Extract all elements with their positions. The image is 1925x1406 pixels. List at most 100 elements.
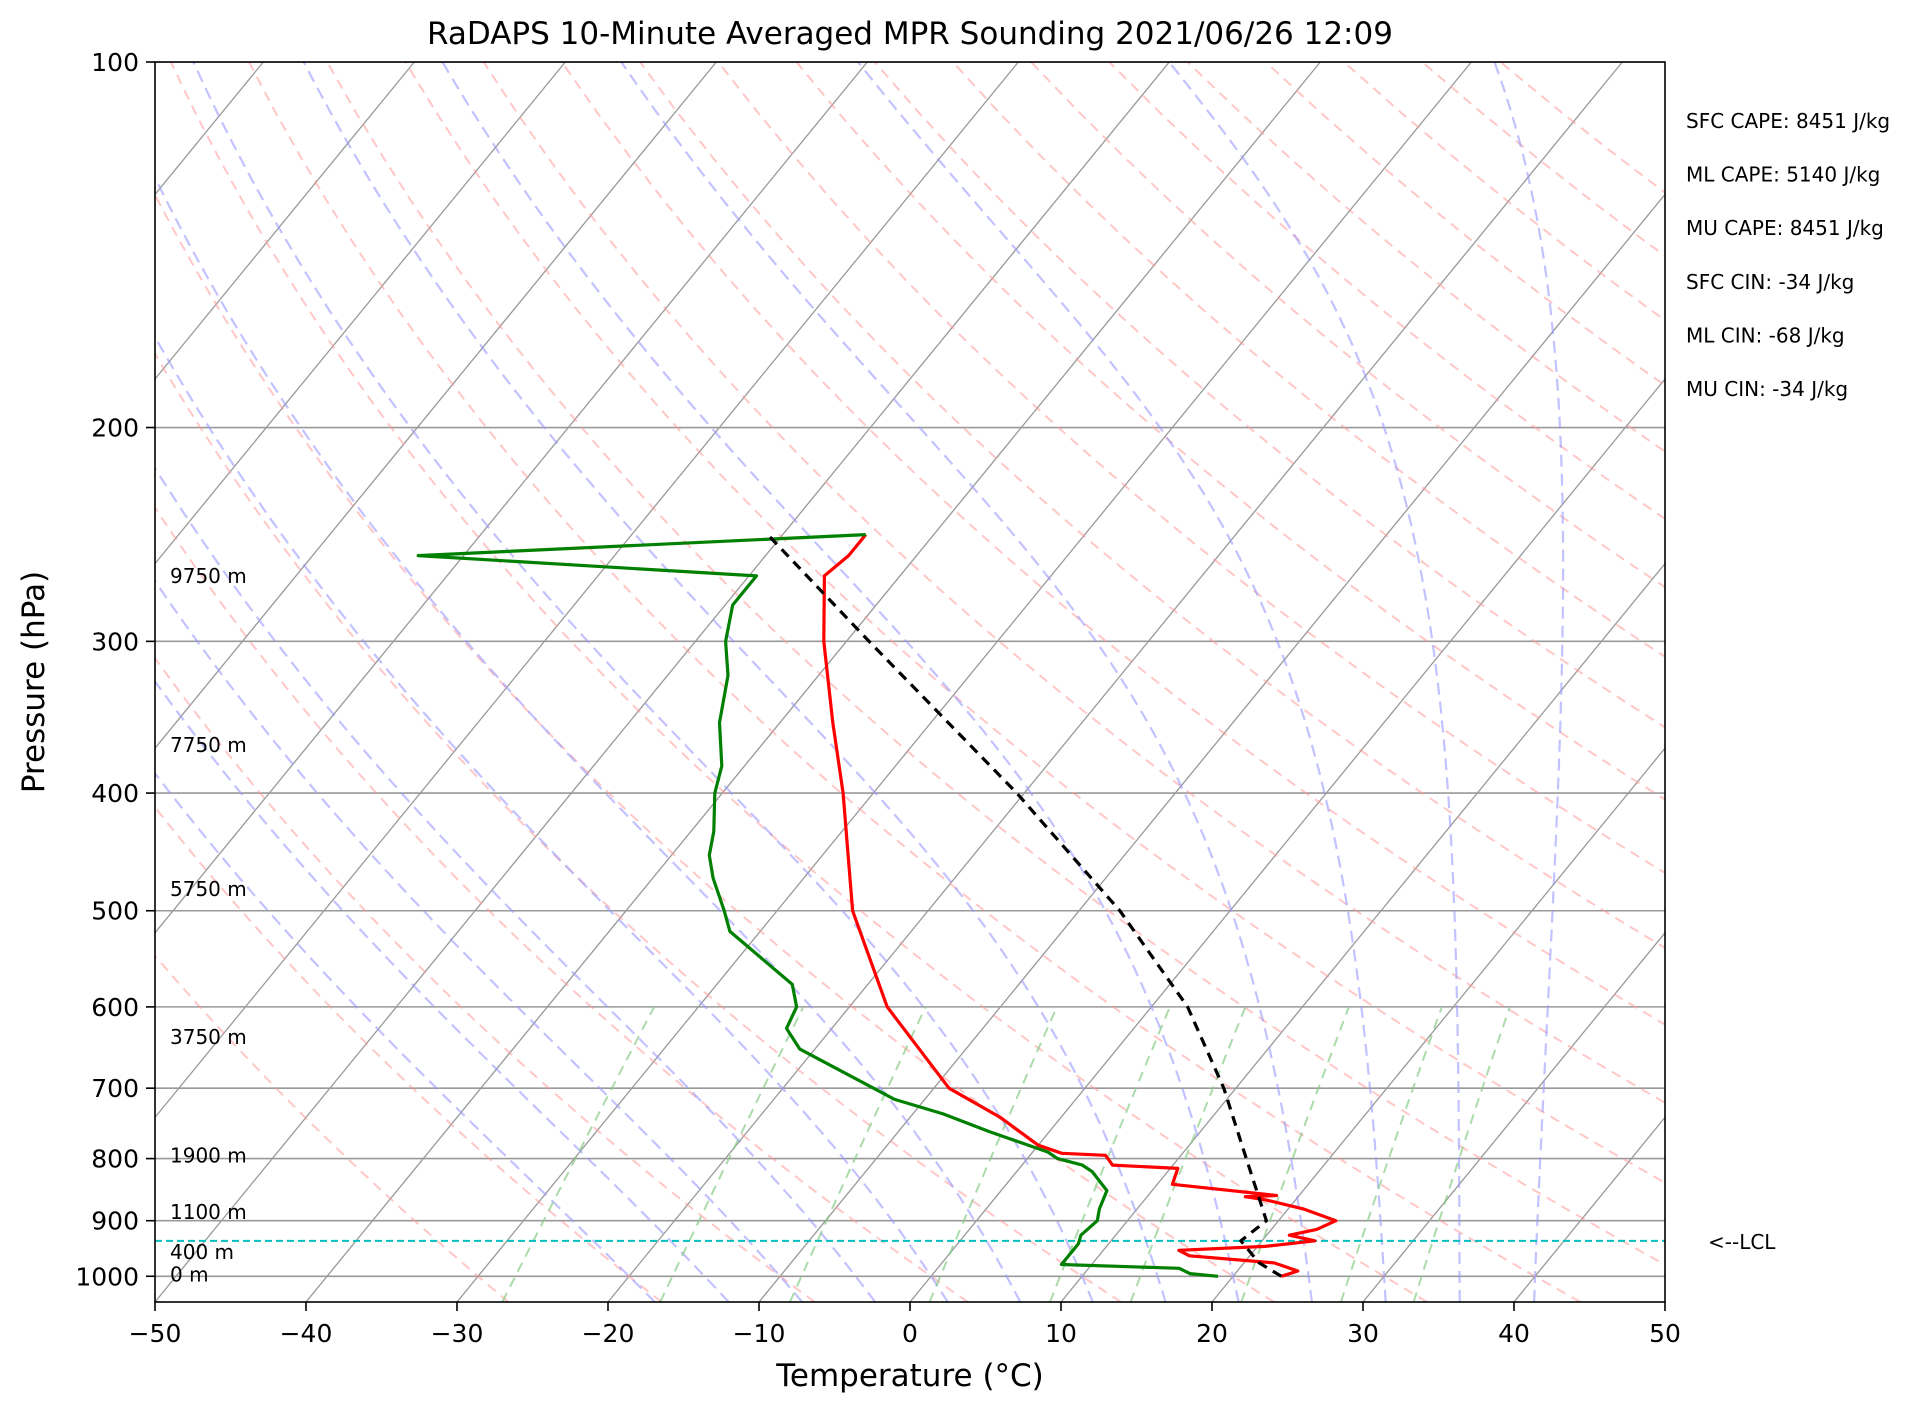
x-tick-label: −10 <box>733 1319 786 1348</box>
isotherm-line <box>155 62 868 934</box>
moist-adiabat <box>441 62 1240 1302</box>
x-tick-label: 20 <box>1196 1319 1228 1348</box>
dry-adiabat <box>169 62 1428 1302</box>
dry-adiabat <box>1499 62 1665 194</box>
isotherm-line <box>155 62 717 750</box>
dry-adiabat <box>248 62 1581 1302</box>
isotherm-line <box>1060 562 1665 1302</box>
x-axis-label: Temperature (°C) <box>775 1358 1044 1394</box>
isotherm-line <box>155 62 566 565</box>
dry-adiabat <box>155 192 1275 1302</box>
y-tick-label: 600 <box>91 993 139 1022</box>
moist-adiabat <box>155 466 876 1302</box>
y-tick-label: 500 <box>91 897 139 926</box>
height-label: 5750 m <box>170 877 247 901</box>
moist-adiabat <box>857 62 1387 1302</box>
dry-adiabat <box>404 62 1665 1184</box>
stability-index: ML CIN: -68 J/kg <box>1686 323 1845 347</box>
x-tick-label: −40 <box>280 1319 333 1348</box>
height-label: 9750 m <box>170 564 247 588</box>
sounding-traces <box>416 533 1338 1278</box>
x-tick-label: 40 <box>1498 1319 1530 1348</box>
moist-adiabat <box>620 62 1314 1302</box>
dry-adiabat <box>155 805 663 1302</box>
dry-adiabat <box>155 505 969 1302</box>
plot-frame <box>154 61 1666 1303</box>
mixing-ratio-line <box>1049 1006 1171 1302</box>
isotherm-line <box>1816 62 1925 1302</box>
temperature-trace <box>822 533 1338 1278</box>
y-tick-label: 100 <box>91 48 139 77</box>
x-tick-label: −30 <box>431 1319 484 1348</box>
isotherm-line <box>607 62 1623 1302</box>
y-axis-label: Pressure (hPa) <box>16 571 52 793</box>
y-tick-label: 300 <box>91 627 139 656</box>
mixing-ratio-line <box>501 1006 656 1302</box>
mixing-ratio-line <box>788 1006 927 1302</box>
height-label: 1900 m <box>170 1143 247 1167</box>
mixing-ratio-line <box>659 1006 805 1302</box>
x-tick-label: −20 <box>582 1319 635 1348</box>
moist-adiabat <box>155 334 949 1302</box>
isotherm-line <box>1362 931 1665 1302</box>
moist-adiabat <box>155 679 730 1302</box>
moist-adiabat <box>155 175 1022 1302</box>
dry-adiabat <box>1186 62 1665 453</box>
parcel-trace <box>766 533 1283 1278</box>
dry-adiabat <box>155 351 1122 1302</box>
isotherm-line <box>1513 1116 1665 1302</box>
mixing-ratio-line <box>928 1006 1058 1302</box>
y-tick-label: 900 <box>91 1207 139 1236</box>
dry-adiabat <box>155 656 816 1302</box>
stability-index: MU CIN: -34 J/kg <box>1686 377 1848 401</box>
dry-adiabat <box>952 62 1665 658</box>
moist-adiabat <box>302 62 1167 1302</box>
background-lines <box>155 62 1925 1302</box>
isotherm-line <box>1211 747 1665 1302</box>
isotherm-line <box>305 62 1321 1302</box>
dry-adiabat <box>482 62 1665 1104</box>
x-tick-label: −50 <box>129 1319 182 1348</box>
moist-adiabat <box>1493 62 1565 1302</box>
stability-index: MU CAPE: 8451 J/kg <box>1686 216 1884 240</box>
height-label: 1100 m <box>170 1200 247 1224</box>
dry-adiabat <box>560 62 1665 1026</box>
dry-adiabat <box>795 62 1665 801</box>
dry-adiabat <box>1343 62 1665 322</box>
y-tick-label: 400 <box>91 779 139 808</box>
mixing-ratio-line <box>1129 1006 1247 1302</box>
y-tick-label: 200 <box>91 414 139 443</box>
stability-index: SFC CAPE: 8451 J/kg <box>1686 109 1890 133</box>
lcl-label: <--LCL <box>1708 1230 1776 1254</box>
isotherm-line <box>155 62 1019 1119</box>
moist-adiabat <box>155 771 656 1302</box>
dry-adiabat <box>639 62 1665 950</box>
height-label: 7750 m <box>170 733 247 757</box>
dry-adiabat <box>1421 62 1665 258</box>
isotherm-line <box>456 62 1472 1302</box>
x-tick-label: 10 <box>1045 1319 1077 1348</box>
y-tick-label: 1000 <box>75 1262 139 1291</box>
stability-index: ML CAPE: 5140 J/kg <box>1686 163 1880 187</box>
dewpoint-trace <box>416 533 1219 1278</box>
isotherm-line <box>909 377 1665 1302</box>
isotherm-line <box>155 62 1170 1302</box>
dry-adiabat <box>717 62 1665 875</box>
moist-adiabat <box>1168 62 1461 1302</box>
dry-adiabat <box>326 62 1665 1266</box>
moist-adiabat <box>155 579 804 1302</box>
dry-adiabat <box>1030 62 1665 589</box>
height-label: 0 m <box>170 1263 209 1287</box>
height-label: 400 m <box>170 1240 234 1264</box>
annotations: 9750 m 7750 m 5750 m 3750 m 1900 m 1100 m 400 … <box>170 109 1890 1287</box>
isotherm-line <box>155 62 415 381</box>
mixing-ratio-line <box>1412 1006 1511 1302</box>
x-tick-label: 0 <box>902 1319 918 1348</box>
height-label: 3750 m <box>170 1025 247 1049</box>
isotherm-line <box>1664 1300 1665 1302</box>
x-tick-label: 30 <box>1347 1319 1379 1348</box>
stability-index: SFC CIN: -34 J/kg <box>1686 270 1854 294</box>
dry-adiabat <box>1108 62 1665 521</box>
mixing-ratio-line <box>1339 1006 1443 1302</box>
